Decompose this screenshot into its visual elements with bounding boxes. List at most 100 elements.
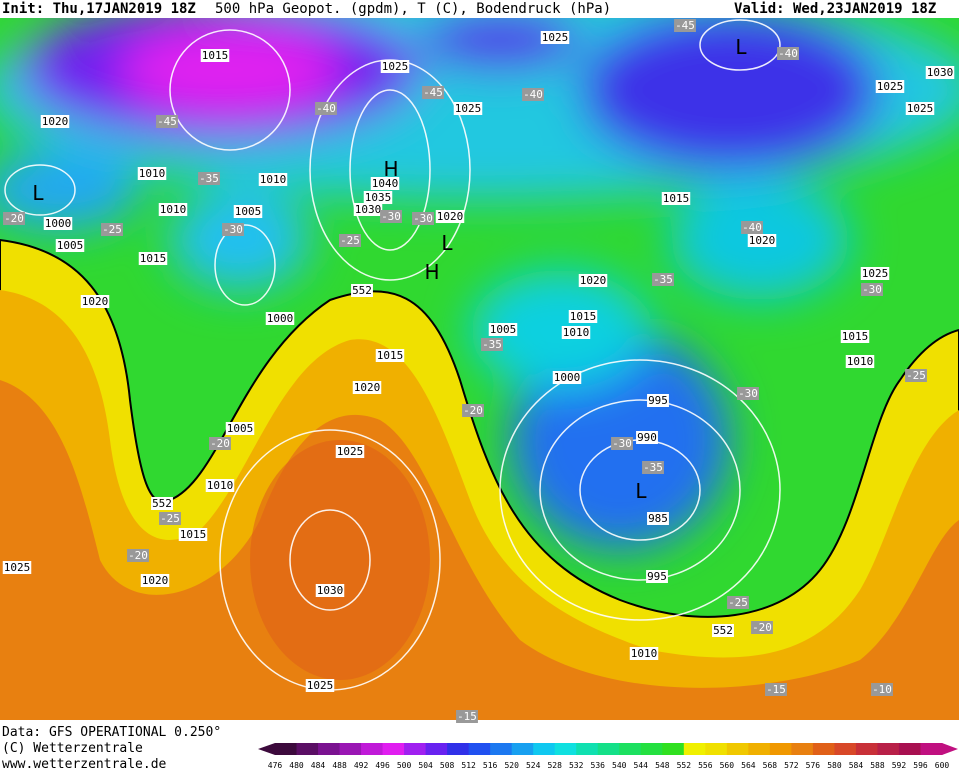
temperature-label: -40 [316, 102, 336, 115]
colorbar-tick-label: 476 [268, 761, 283, 770]
temperature-label-box [159, 512, 181, 525]
pressure-label-box [578, 274, 608, 287]
colorbar-segment [683, 743, 706, 755]
temperature-label-box [101, 223, 123, 236]
pressure-label-box [265, 312, 295, 325]
colorbar-tick-label: 532 [569, 761, 584, 770]
colorbar-tick-label: 560 [720, 761, 735, 770]
pressure-label-box [647, 394, 669, 407]
temperature-label: -30 [738, 387, 758, 400]
colorbar-tick-label: 596 [913, 761, 928, 770]
pressure-label-box [568, 310, 598, 323]
colorbar-segment [705, 743, 728, 755]
colorbar-segment [791, 743, 814, 755]
colorbar-segment [296, 743, 319, 755]
pressure-label: 1015 [663, 192, 690, 205]
pressure-label: 1020 [42, 115, 69, 128]
temperature-label-box [412, 212, 434, 225]
temperature-label: -10 [872, 683, 892, 696]
temperature-label: -15 [766, 683, 786, 696]
colorbar-tick-label: 572 [784, 761, 799, 770]
pressure-label: 990 [637, 431, 657, 444]
colorbar-tick-label: 480 [289, 761, 304, 770]
pressure-label-box [353, 203, 383, 216]
pressure-label-box [860, 267, 890, 280]
pressure-label: 1010 [631, 647, 658, 660]
pressure-label: 1020 [354, 381, 381, 394]
colorbar-tick-label: 552 [677, 761, 692, 770]
pressure-center: L [635, 479, 647, 503]
colorbar-segment [662, 743, 685, 755]
temperature-label: -30 [413, 212, 433, 225]
temperature-label: -20 [463, 404, 483, 417]
pressure-label: 1025 [877, 80, 904, 93]
pressure-label: 1020 [142, 574, 169, 587]
colorbar-tick-label: 556 [698, 761, 713, 770]
pressure-label: 1015 [570, 310, 597, 323]
pressure-label: 1005 [57, 239, 84, 252]
colorbar-tick-label: 580 [827, 761, 842, 770]
pressure-label: 1035 [365, 191, 392, 204]
pressure-label: 1015 [180, 528, 207, 541]
colorbar-segment [447, 743, 470, 755]
colorbar-segment [382, 743, 405, 755]
pressure-label: 1010 [160, 203, 187, 216]
pressure-label: 1030 [355, 203, 382, 216]
colorbar-segment [920, 743, 943, 755]
pressure-label-box [363, 191, 393, 204]
temperature-label: -20 [128, 549, 148, 562]
temperature-label-box [905, 369, 927, 382]
pressure-label: 1010 [847, 355, 874, 368]
colorbar-tick-label: 484 [311, 761, 326, 770]
temperature-label: -20 [210, 437, 230, 450]
temperature-label-box [422, 86, 444, 99]
pressure-label-box [646, 570, 668, 583]
pressure-label: 1015 [140, 252, 167, 265]
pressure-label: 1010 [207, 479, 234, 492]
pressure-label: 985 [648, 512, 668, 525]
colorbar-tick-label: 520 [504, 761, 519, 770]
temperature-label: -45 [675, 19, 695, 32]
pressure-label: 1000 [554, 371, 581, 384]
temperature-label-box [522, 88, 544, 101]
temperature-label: -30 [862, 283, 882, 296]
temperature-label-box [198, 172, 220, 185]
colorbar-tick-label: 536 [591, 761, 606, 770]
pressure-label-box [488, 323, 518, 336]
height-label: 552 [352, 284, 372, 297]
pressure-label: 1005 [235, 205, 262, 218]
temperature-label: -25 [160, 512, 180, 525]
colorbar-segment [640, 743, 663, 755]
colorbar-tick-label: 508 [440, 761, 455, 770]
colorbar-segment [834, 743, 857, 755]
pressure-label-box [647, 512, 669, 525]
colorbar-tick-label: 584 [849, 761, 864, 770]
colorbar-segment [576, 743, 599, 755]
colorbar: 476 480 484 488 492 496 500 504 508 512 516 520 524 5… [258, 743, 958, 770]
temperature-label-box [380, 210, 402, 223]
pressure-label-box [200, 49, 230, 62]
colorbar-segment [619, 743, 642, 755]
colorbar-tick-label: 588 [870, 761, 885, 770]
pressure-label-box [2, 561, 32, 574]
pressure-label: 1025 [907, 102, 934, 115]
height-label-box [351, 284, 373, 297]
colorbar-tick-label: 516 [483, 761, 498, 770]
temperature-label-box [737, 387, 759, 400]
data-source: Data: GFS OPERATIONAL 0.250° [2, 725, 221, 740]
temperature-label-box [727, 596, 749, 609]
pressure-label: 1015 [842, 330, 869, 343]
colorbar-segment [533, 743, 556, 755]
colorbar-tick-label: 548 [655, 761, 670, 770]
colorbar-segment [275, 743, 298, 755]
colorbar-tick-label: 492 [354, 761, 369, 770]
temperature-label: -20 [752, 621, 772, 634]
pressure-center: L [32, 181, 44, 205]
temperature-label: -20 [4, 212, 24, 225]
pressure-label-box [840, 330, 870, 343]
pressure-label-box [380, 60, 410, 73]
pressure-label-box [661, 192, 691, 205]
pressure-label: 1015 [202, 49, 229, 62]
